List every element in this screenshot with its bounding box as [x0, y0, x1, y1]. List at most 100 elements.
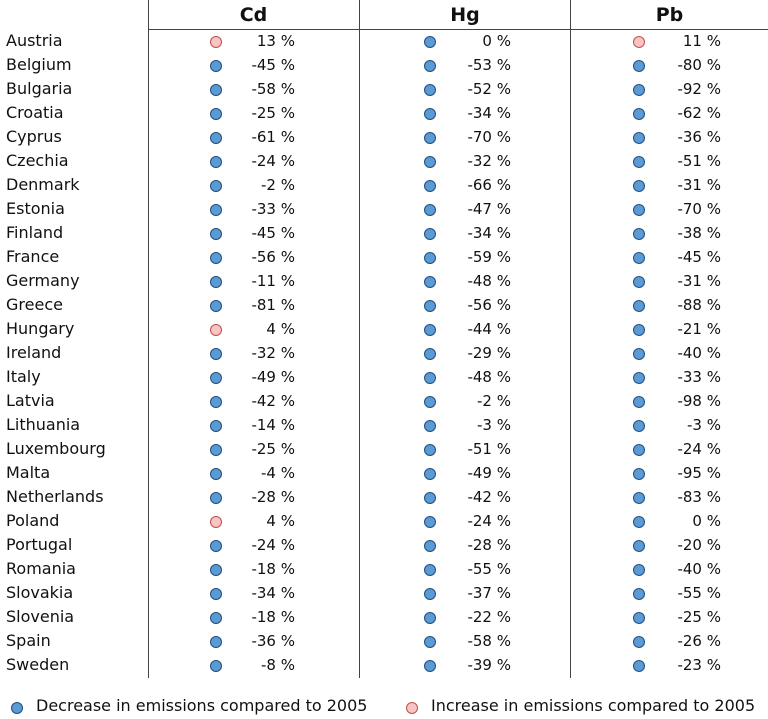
value-label-cd: -36 % [251, 632, 295, 650]
value-label-cd: 4 % [266, 512, 295, 530]
decrease-marker [424, 444, 436, 456]
value-label-pb: -62 % [677, 104, 721, 122]
country-name: Poland [6, 511, 60, 530]
country-name: Czechia [6, 151, 69, 170]
value-label-pb: -31 % [677, 176, 721, 194]
decrease-marker [210, 612, 222, 624]
increase-legend-label: Increase in emissions compared to 2005 [431, 696, 756, 715]
decrease-marker [633, 324, 645, 336]
decrease-marker [424, 492, 436, 504]
value-label-pb: -36 % [677, 128, 721, 146]
value-label-cd: -34 % [251, 584, 295, 602]
value-label-pb: -80 % [677, 56, 721, 74]
decrease-marker [633, 612, 645, 624]
table-row: Belgium -45 % -53 % -80 % [0, 53, 768, 77]
decrease-marker [210, 492, 222, 504]
value-label-hg: -39 % [467, 656, 511, 674]
country-name: Croatia [6, 103, 64, 122]
emissions-change-table: Cd Hg Pb Austria 13 % 0 % 11 % Belgium -45 % -… [0, 0, 768, 678]
column-header-hg: Hg [450, 4, 480, 26]
decrease-marker [210, 444, 222, 456]
value-label-pb: -92 % [677, 80, 721, 98]
decrease-marker [633, 108, 645, 120]
decrease-marker [633, 540, 645, 552]
value-label-cd: -58 % [251, 80, 295, 98]
country-name: Romania [6, 559, 76, 578]
decrease-marker [633, 276, 645, 288]
value-label-cd: -49 % [251, 368, 295, 386]
decrease-marker [424, 36, 436, 48]
country-name: Portugal [6, 535, 73, 554]
value-label-pb: -24 % [677, 440, 721, 458]
decrease-marker [633, 564, 645, 576]
table-row: Malta -4 % -49 % -95 % [0, 461, 768, 485]
decrease-marker [633, 660, 645, 672]
decrease-marker [210, 588, 222, 600]
table-row: Spain -36 % -58 % -26 % [0, 629, 768, 653]
decrease-marker [210, 540, 222, 552]
decrease-marker [424, 348, 436, 360]
table-row: Hungary 4 % -44 % -21 % [0, 317, 768, 341]
value-label-pb: -40 % [677, 560, 721, 578]
country-name: Sweden [6, 655, 70, 674]
decrease-marker [424, 540, 436, 552]
value-label-hg: -34 % [467, 104, 511, 122]
decrease-marker [424, 636, 436, 648]
value-label-pb: -88 % [677, 296, 721, 314]
table-row: Austria 13 % 0 % 11 % [0, 29, 768, 53]
value-label-cd: 4 % [266, 320, 295, 338]
value-label-pb: -20 % [677, 536, 721, 554]
value-label-hg: 0 % [482, 32, 511, 50]
decrease-marker [633, 468, 645, 480]
value-label-hg: -28 % [467, 536, 511, 554]
country-name: Ireland [6, 343, 62, 362]
decrease-marker [210, 276, 222, 288]
decrease-marker [424, 612, 436, 624]
increase-marker [633, 36, 645, 48]
decrease-marker [210, 252, 222, 264]
value-label-pb: -55 % [677, 584, 721, 602]
decrease-marker [633, 444, 645, 456]
country-name: France [6, 247, 60, 266]
country-name: Estonia [6, 199, 65, 218]
value-label-cd: -4 % [261, 464, 295, 482]
value-label-cd: 13 % [256, 32, 295, 50]
decrease-marker [633, 300, 645, 312]
decrease-marker [633, 372, 645, 384]
table-row: Cyprus -61 % -70 % -36 % [0, 125, 768, 149]
value-label-pb: -31 % [677, 272, 721, 290]
value-label-hg: -42 % [467, 488, 511, 506]
table-row: Sweden -8 % -39 % -23 % [0, 653, 768, 677]
decrease-marker [210, 228, 222, 240]
decrease-marker [210, 204, 222, 216]
country-name: Bulgaria [6, 79, 73, 98]
decrease-legend-label: Decrease in emissions compared to 2005 [36, 696, 368, 715]
decrease-marker [424, 108, 436, 120]
value-label-pb: -25 % [677, 608, 721, 626]
value-label-cd: -24 % [251, 536, 295, 554]
value-label-cd: -45 % [251, 224, 295, 242]
table-row: Greece -81 % -56 % -88 % [0, 293, 768, 317]
decrease-marker [424, 564, 436, 576]
value-label-cd: -42 % [251, 392, 295, 410]
decrease-marker [210, 372, 222, 384]
decrease-marker [633, 636, 645, 648]
value-label-cd: -11 % [251, 272, 295, 290]
decrease-marker [633, 204, 645, 216]
decrease-marker [424, 228, 436, 240]
value-label-hg: -70 % [467, 128, 511, 146]
table-row: France -56 % -59 % -45 % [0, 245, 768, 269]
increase-legend-marker [406, 702, 418, 714]
country-name: Denmark [6, 175, 80, 194]
decrease-marker [633, 420, 645, 432]
column-divider [570, 0, 571, 678]
value-label-pb: -33 % [677, 368, 721, 386]
value-label-hg: -34 % [467, 224, 511, 242]
value-label-cd: -25 % [251, 440, 295, 458]
decrease-marker [210, 396, 222, 408]
decrease-marker [424, 252, 436, 264]
increase-marker [210, 516, 222, 528]
decrease-marker [424, 180, 436, 192]
value-label-hg: -66 % [467, 176, 511, 194]
value-label-pb: -51 % [677, 152, 721, 170]
